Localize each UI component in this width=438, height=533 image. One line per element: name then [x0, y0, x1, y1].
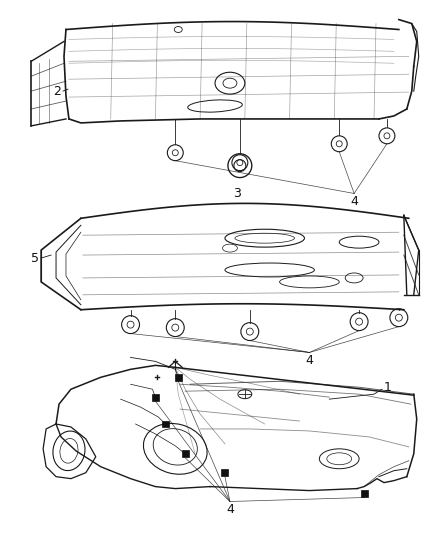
Text: 4: 4	[305, 354, 313, 367]
Text: 1: 1	[384, 381, 392, 394]
Bar	[152, 394, 159, 401]
Text: 2: 2	[53, 85, 61, 98]
Text: 4: 4	[350, 196, 358, 208]
Text: 3: 3	[233, 187, 241, 199]
Text: 5: 5	[31, 252, 39, 264]
Bar	[175, 374, 182, 381]
Bar	[360, 490, 367, 497]
Bar	[162, 421, 169, 427]
Bar	[222, 469, 229, 476]
Text: 4: 4	[226, 504, 234, 516]
Bar	[182, 450, 189, 457]
